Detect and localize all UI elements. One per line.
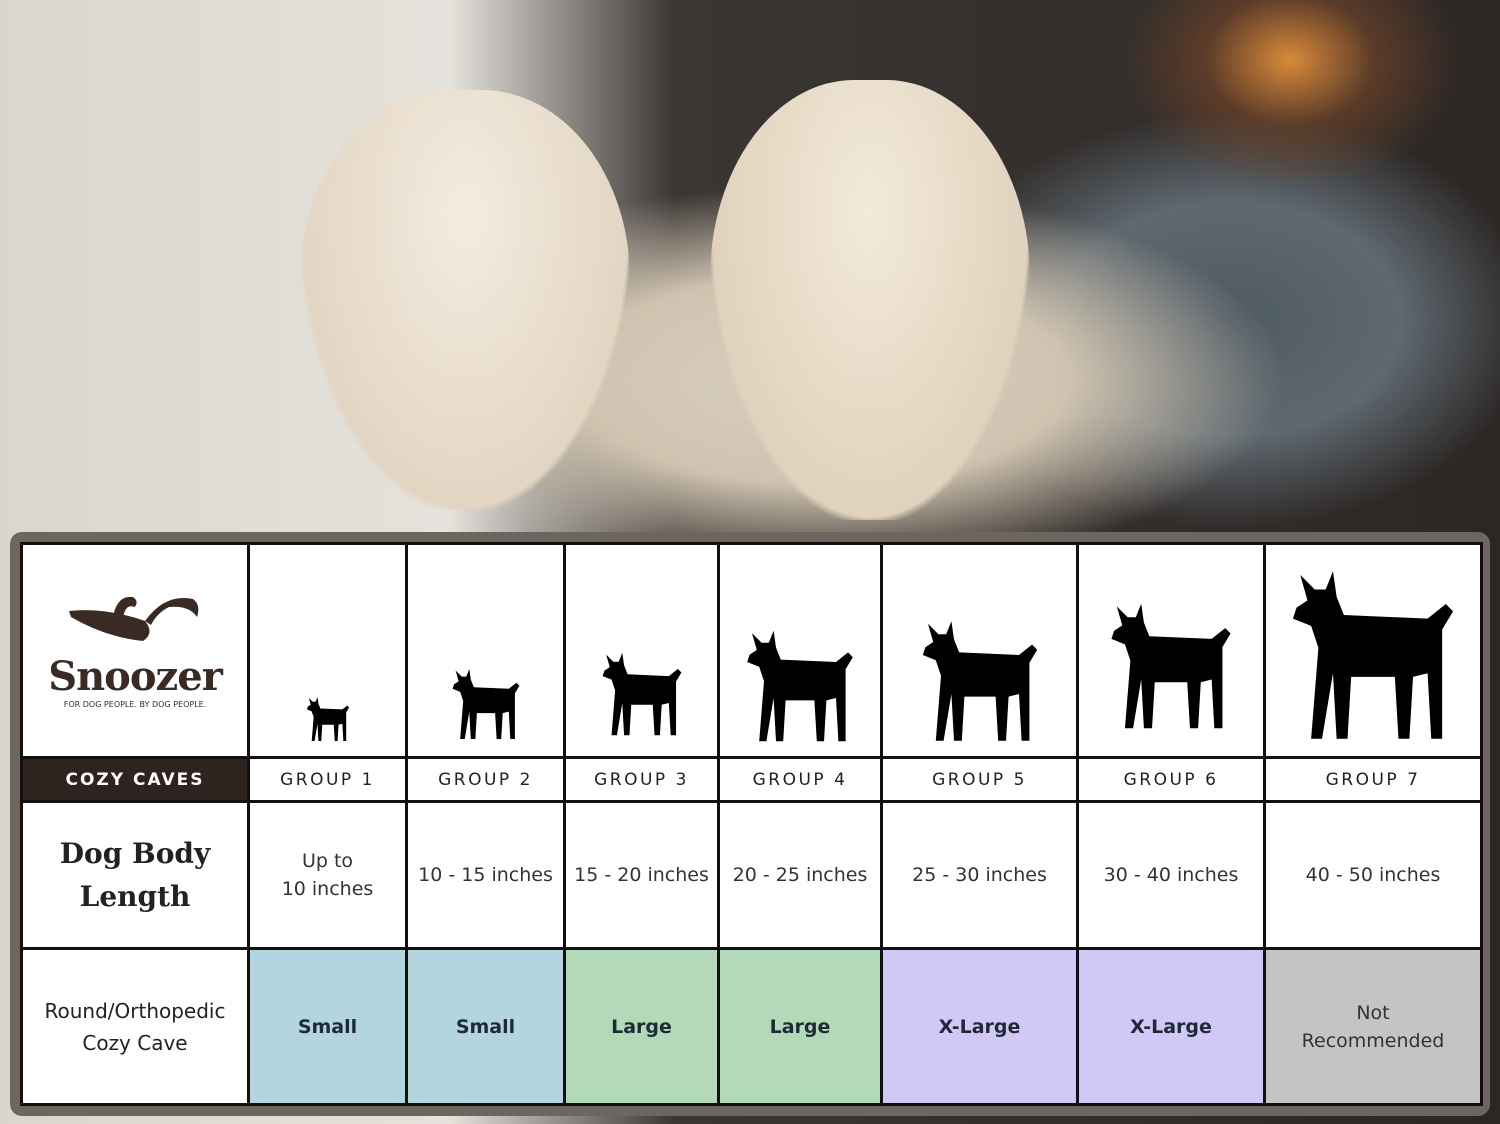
- group-1-icon-cell: [247, 542, 408, 759]
- group-5-size: X-Large: [880, 947, 1079, 1106]
- group-6-size: X-Large: [1076, 947, 1266, 1106]
- group-5-length: 25 - 30 inches: [880, 800, 1079, 950]
- group-2-icon-cell: [405, 542, 566, 759]
- group-2-size: Small: [405, 947, 566, 1106]
- chihuahua-silhouette-icon: [306, 696, 349, 742]
- group-5-label: GROUP 5: [880, 756, 1079, 803]
- brand-logo: Snoozer FOR DOG PEOPLE. BY DOG PEOPLE.: [20, 542, 250, 759]
- dog-silhouette-shape: [452, 669, 519, 739]
- dog-silhouette-shape: [747, 630, 853, 742]
- group-header-row: COZY CAVES GROUP 1 GROUP 2 GROUP 3 GROUP…: [20, 756, 1483, 803]
- group-3-size: Large: [563, 947, 720, 1106]
- label-line: Dog Body: [59, 837, 211, 870]
- pomeranian-silhouette-icon: [452, 669, 519, 739]
- group-4-label: GROUP 4: [717, 756, 883, 803]
- group-4-icon-cell: [717, 542, 883, 759]
- shiba-silhouette-icon: [747, 630, 853, 742]
- size-line: Recommended: [1301, 1029, 1445, 1052]
- dog-silhouette-shape: [1111, 603, 1231, 729]
- label-line: Cozy Cave: [82, 1030, 188, 1055]
- length-line: Up to: [301, 850, 354, 872]
- length-line: 10 inches: [281, 878, 374, 900]
- group-1-length: Up to 10 inches: [247, 800, 408, 950]
- doberman-silhouette-icon: [1111, 603, 1231, 729]
- golden-retriever-silhouette-icon: [922, 621, 1037, 741]
- group-5-icon-cell: [880, 542, 1079, 759]
- group-7-size: Not Recommended: [1263, 947, 1483, 1106]
- group-7-label: GROUP 7: [1263, 756, 1483, 803]
- group-3-length: 15 - 20 inches: [563, 800, 720, 950]
- body-length-label: Dog Body Length: [20, 800, 250, 950]
- group-6-icon-cell: [1076, 542, 1266, 759]
- icon-row: Snoozer FOR DOG PEOPLE. BY DOG PEOPLE.: [20, 542, 1483, 759]
- dog-left: [300, 90, 630, 510]
- group-3-icon-cell: [563, 542, 720, 759]
- brand-tagline: FOR DOG PEOPLE. BY DOG PEOPLE.: [63, 699, 207, 709]
- dog-silhouette-shape: [602, 652, 681, 736]
- dog-silhouette-shape: [922, 621, 1037, 741]
- group-3-label: GROUP 3: [563, 756, 720, 803]
- cozy-caves-header: COZY CAVES: [20, 756, 250, 803]
- dog-right: [710, 80, 1030, 520]
- group-4-length: 20 - 25 inches: [717, 800, 883, 950]
- dog-silhouette-shape: [306, 696, 349, 742]
- snoozer-dog-logo-icon: [69, 596, 199, 641]
- group-6-length: 30 - 40 inches: [1076, 800, 1266, 950]
- group-1-size: Small: [247, 947, 408, 1106]
- size-chart-table: Snoozer FOR DOG PEOPLE. BY DOG PEOPLE. C…: [20, 542, 1483, 1106]
- dog-silhouette-shape: [1292, 571, 1454, 739]
- brand-name: Snoozer: [48, 652, 223, 700]
- group-7-icon-cell: [1263, 542, 1483, 759]
- group-6-label: GROUP 6: [1076, 756, 1266, 803]
- size-line: Not: [1356, 1001, 1390, 1024]
- group-7-length: 40 - 50 inches: [1263, 800, 1483, 950]
- label-line: Round/Orthopedic: [44, 998, 226, 1023]
- great-dane-silhouette-icon: [1292, 571, 1454, 739]
- group-4-size: Large: [717, 947, 883, 1106]
- cozy-cave-size-row: Round/Orthopedic Cozy Cave Small Small La…: [20, 947, 1483, 1106]
- boston-terrier-silhouette-icon: [602, 652, 681, 736]
- group-2-label: GROUP 2: [405, 756, 566, 803]
- body-length-row: Dog Body Length Up to 10 inches 10 - 15 in…: [20, 800, 1483, 950]
- product-label: Round/Orthopedic Cozy Cave: [20, 947, 250, 1106]
- group-1-label: GROUP 1: [247, 756, 408, 803]
- group-2-length: 10 - 15 inches: [405, 800, 566, 950]
- label-line: Length: [79, 880, 191, 913]
